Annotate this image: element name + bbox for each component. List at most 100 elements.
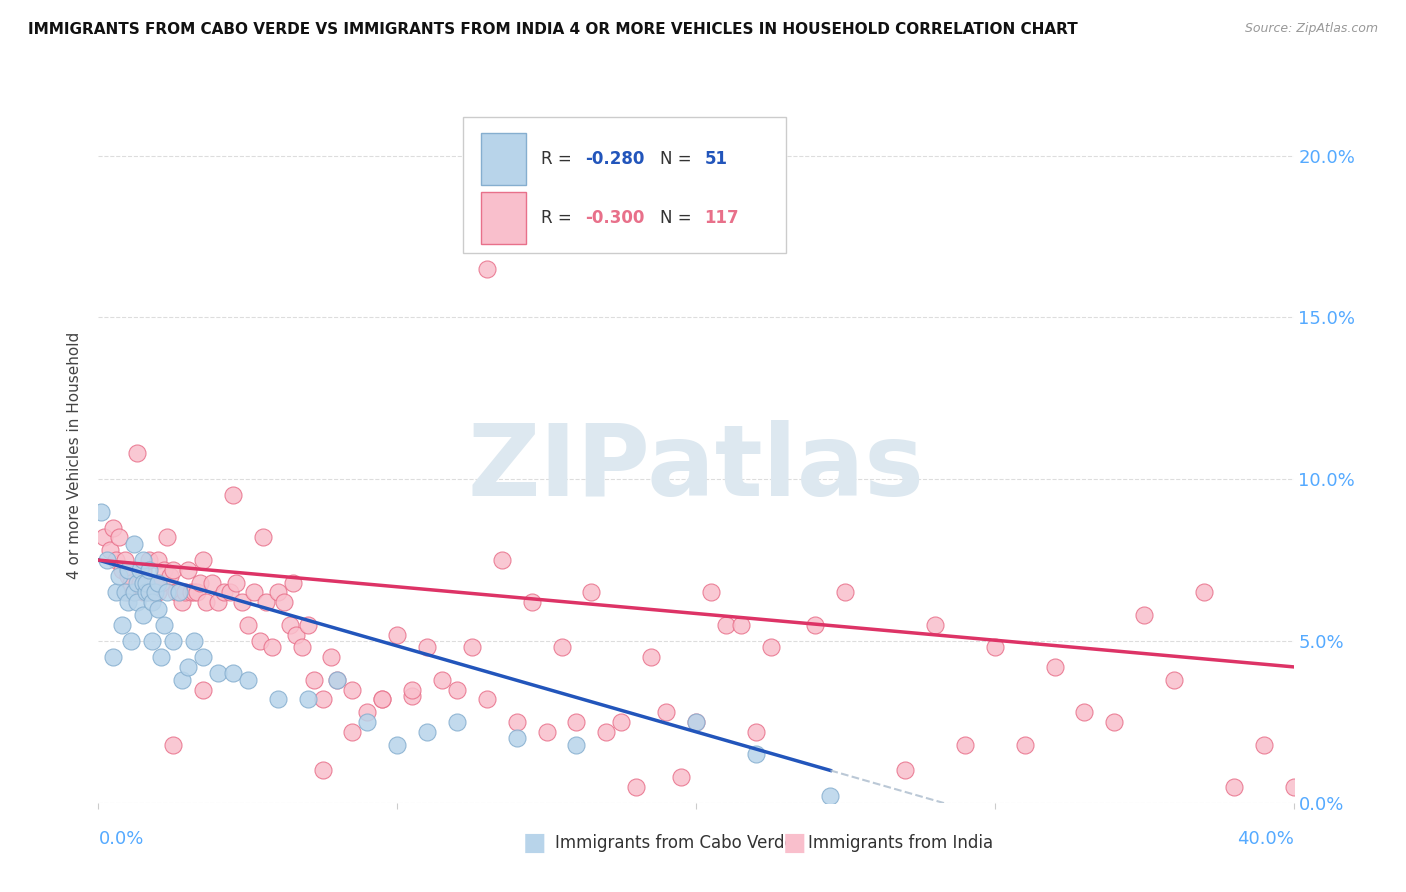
Point <box>159 569 181 583</box>
Point <box>311 692 333 706</box>
Text: 0.0%: 0.0% <box>98 830 143 847</box>
Point <box>111 617 134 632</box>
Point <box>302 673 325 687</box>
Point <box>1253 738 1275 752</box>
Point <box>129 575 152 590</box>
Point <box>212 585 235 599</box>
Point <box>297 692 319 706</box>
Text: ■: ■ <box>523 831 546 855</box>
Point <box>124 585 146 599</box>
Point <box>117 595 139 609</box>
Point <box>371 692 394 706</box>
Point <box>700 585 723 599</box>
Point <box>100 543 122 558</box>
Point <box>156 585 179 599</box>
Point <box>114 585 136 599</box>
Point <box>191 553 214 567</box>
Point <box>138 563 160 577</box>
Point <box>401 689 423 703</box>
Point <box>177 660 200 674</box>
Point <box>132 575 155 590</box>
Point <box>195 595 218 609</box>
Point <box>108 531 131 545</box>
Point <box>174 585 197 599</box>
Point <box>655 705 678 719</box>
Point <box>124 537 146 551</box>
Point <box>894 764 917 778</box>
Point <box>267 692 290 706</box>
Point <box>278 617 301 632</box>
Point <box>177 563 200 577</box>
Point <box>172 673 194 687</box>
Point <box>385 738 409 752</box>
Text: -0.280: -0.280 <box>585 150 644 169</box>
Point <box>103 650 125 665</box>
Point <box>219 585 242 599</box>
Point <box>188 575 211 590</box>
Point <box>127 595 149 609</box>
Text: IMMIGRANTS FROM CABO VERDE VS IMMIGRANTS FROM INDIA 4 OR MORE VEHICLES IN HOUSEH: IMMIGRANTS FROM CABO VERDE VS IMMIGRANTS… <box>28 22 1078 37</box>
Point <box>430 673 453 687</box>
Text: 117: 117 <box>704 210 740 227</box>
Point <box>249 634 271 648</box>
Point <box>640 650 662 665</box>
Point <box>669 770 692 784</box>
Point <box>141 595 163 609</box>
Point <box>371 692 394 706</box>
Point <box>156 531 179 545</box>
Point <box>953 738 976 752</box>
Point <box>446 682 468 697</box>
Point <box>207 666 229 681</box>
Point <box>236 617 259 632</box>
Point <box>475 261 498 276</box>
Point <box>93 531 115 545</box>
Point <box>186 585 208 599</box>
Point <box>148 601 170 615</box>
Point <box>356 705 378 719</box>
Point <box>685 714 707 729</box>
Point <box>254 595 277 609</box>
Point <box>162 738 184 752</box>
Point <box>1104 714 1126 729</box>
Point <box>162 634 184 648</box>
Point <box>342 724 364 739</box>
Text: Immigrants from Cabo Verde: Immigrants from Cabo Verde <box>555 834 796 852</box>
Point <box>165 585 187 599</box>
Point <box>132 563 155 577</box>
Point <box>759 640 782 655</box>
Point <box>124 585 146 599</box>
Point <box>281 575 304 590</box>
Point <box>416 640 439 655</box>
Point <box>138 585 160 599</box>
Point <box>506 731 529 745</box>
Point <box>745 724 768 739</box>
Point <box>730 617 752 632</box>
Point <box>1073 705 1095 719</box>
Point <box>581 585 603 599</box>
Point <box>252 531 274 545</box>
Point <box>150 575 173 590</box>
Point <box>446 714 468 729</box>
Point <box>191 650 214 665</box>
Point <box>311 764 333 778</box>
Point <box>183 634 205 648</box>
Point <box>148 575 170 590</box>
Point <box>273 595 295 609</box>
Point <box>297 617 319 632</box>
Point <box>461 640 484 655</box>
Point <box>236 673 259 687</box>
Point <box>183 585 205 599</box>
Point <box>260 640 283 655</box>
Point <box>172 595 194 609</box>
Point <box>148 553 170 567</box>
Point <box>201 575 224 590</box>
Point <box>804 617 827 632</box>
Point <box>162 563 184 577</box>
Point <box>90 504 112 518</box>
Point <box>191 682 214 697</box>
Point <box>326 673 349 687</box>
Point <box>120 575 142 590</box>
Point <box>132 608 155 623</box>
Text: R =: R = <box>540 210 576 227</box>
Point <box>326 673 349 687</box>
